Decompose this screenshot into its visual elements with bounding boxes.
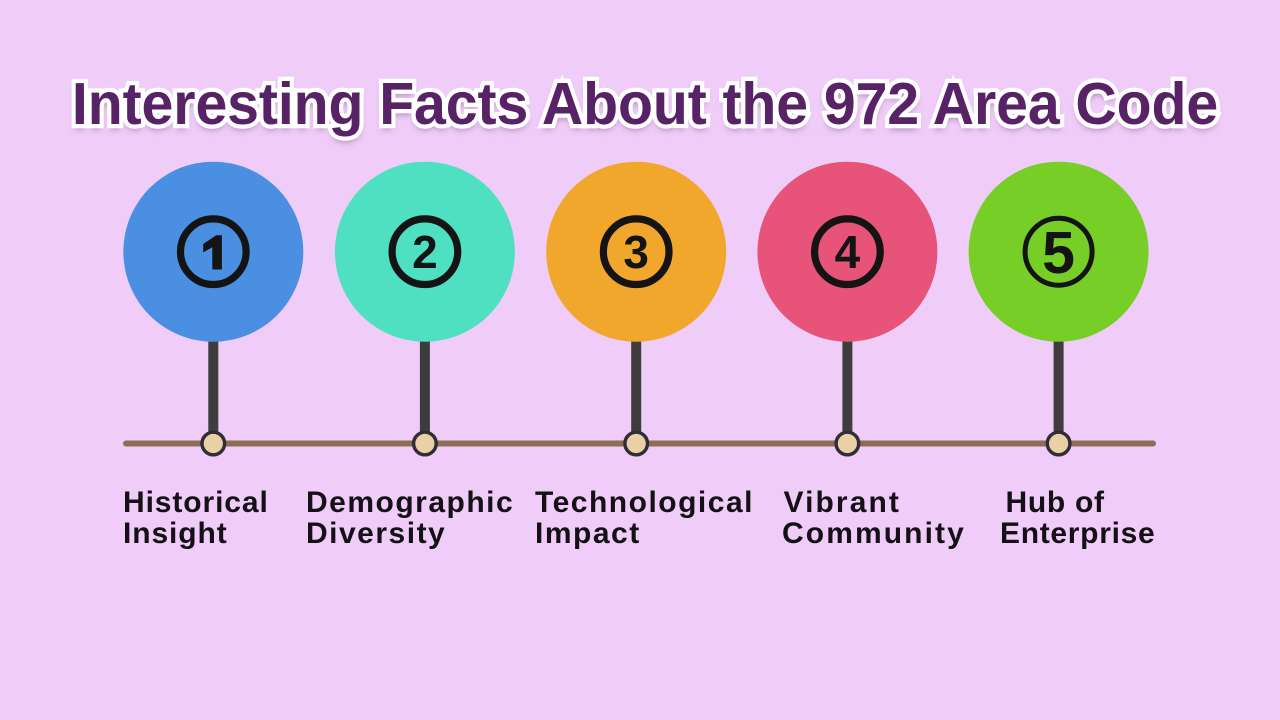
svg-text:4: 4 (835, 226, 861, 278)
svg-text:5: 5 (1042, 220, 1075, 286)
svg-text:2: 2 (412, 226, 438, 278)
svg-text:3: 3 (623, 226, 649, 278)
